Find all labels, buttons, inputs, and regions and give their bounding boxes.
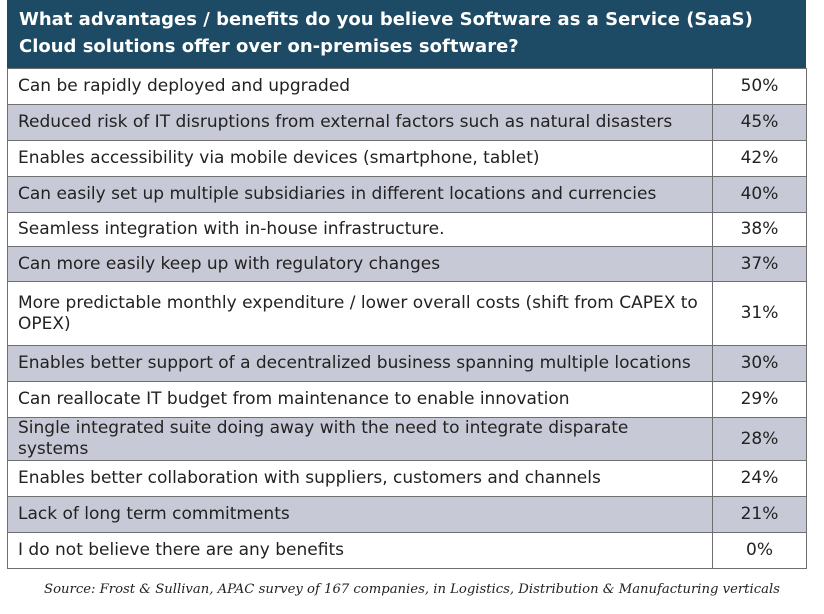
row-percentage: 37% [712, 246, 807, 282]
row-percentage: 50% [712, 68, 807, 105]
row-percentage: 31% [712, 281, 807, 346]
table-row: Enables better support of a decentralize… [7, 345, 807, 382]
row-percentage: 45% [712, 104, 807, 141]
row-label: Enables better support of a decentralize… [7, 345, 713, 382]
survey-table: Can be rapidly deployed and upgraded 50% R… [7, 68, 807, 569]
row-label: I do not believe there are any benefits [7, 532, 713, 569]
row-percentage: 0% [712, 532, 807, 569]
table-row: Can reallocate IT budget from maintenanc… [7, 381, 807, 418]
row-label: Enables better collaboration with suppli… [7, 460, 713, 497]
row-label: Can reallocate IT budget from maintenanc… [7, 381, 713, 418]
survey-table-body: Can be rapidly deployed and upgraded 50% R… [7, 68, 807, 569]
row-label: More predictable monthly expenditure / l… [7, 281, 713, 346]
row-percentage: 40% [712, 176, 807, 213]
table-row: Enables better collaboration with suppli… [7, 460, 807, 497]
source-note: Source: Frost & Sullivan, APAC survey of… [44, 582, 780, 597]
table-row: Reduced risk of IT disruptions from exte… [7, 104, 807, 141]
table-row: Can more easily keep up with regulatory … [7, 246, 807, 282]
row-percentage: 38% [712, 212, 807, 247]
row-label: Lack of long term commitments [7, 496, 713, 533]
table-row: Single integrated suite doing away with … [7, 417, 807, 461]
row-percentage: 29% [712, 381, 807, 418]
row-percentage: 24% [712, 460, 807, 497]
table-row: Lack of long term commitments 21% [7, 496, 807, 533]
row-label: Can more easily keep up with regulatory … [7, 246, 713, 282]
row-percentage: 42% [712, 140, 807, 177]
row-label: Can be rapidly deployed and upgraded [7, 68, 713, 105]
table-row: More predictable monthly expenditure / l… [7, 281, 807, 346]
row-label: Enables accessibility via mobile devices… [7, 140, 713, 177]
table-row: Can be rapidly deployed and upgraded 50% [7, 68, 807, 105]
row-percentage: 28% [712, 417, 807, 461]
row-percentage: 21% [712, 496, 807, 533]
row-label: Can easily set up multiple subsidiaries … [7, 176, 713, 213]
table-title: What advantages / benefits do you believ… [7, 0, 806, 68]
row-label: Seamless integration with in-house infra… [7, 212, 713, 247]
table-row: Seamless integration with in-house infra… [7, 212, 807, 247]
table-row: Can easily set up multiple subsidiaries … [7, 176, 807, 213]
row-label: Single integrated suite doing away with … [7, 417, 713, 461]
table-row: I do not believe there are any benefits 0… [7, 532, 807, 569]
table-row: Enables accessibility via mobile devices… [7, 140, 807, 177]
row-percentage: 30% [712, 345, 807, 382]
row-label: Reduced risk of IT disruptions from exte… [7, 104, 713, 141]
